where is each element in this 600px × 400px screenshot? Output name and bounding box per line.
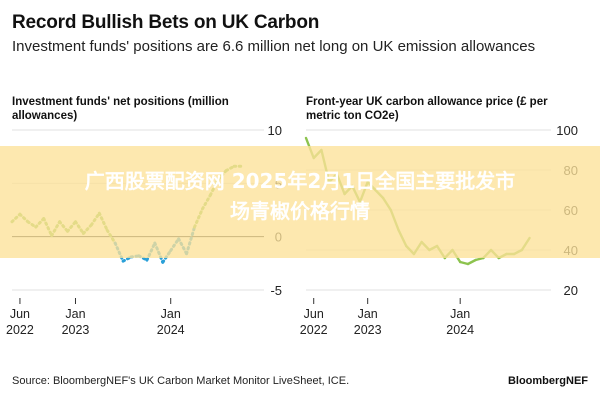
watermark-banner <box>0 146 600 258</box>
price-x-tick-year: 2022 <box>300 323 328 337</box>
price-series-segment <box>474 256 485 262</box>
positions-x-tick-label: Jan <box>65 307 85 321</box>
positions-x-tick-year: 2022 <box>6 323 34 337</box>
positions-x-tick-year: 2023 <box>62 323 90 337</box>
positions-y-tick-label: -5 <box>270 283 282 298</box>
right-panel-title: Front-year UK carbon allowance price (£ … <box>306 96 548 122</box>
left-panel-title: Investment funds' net positions (million… <box>12 96 229 122</box>
price-x-tick-label: Jun <box>304 307 324 321</box>
positions-x-tick-year: 2024 <box>157 323 185 337</box>
watermark-text: 广西股票配资网 2025年2月1日全国主要批发市 场青椒价格行情 <box>0 166 600 226</box>
watermark-line-1: 广西股票配资网 2025年2月1日全国主要批发市 <box>84 169 516 193</box>
positions-x-tick-label: Jun <box>10 307 30 321</box>
chart-title: Record Bullish Bets on UK Carbon <box>12 12 320 33</box>
positions-x-tick-label: Jan <box>161 307 181 321</box>
price-x-tick-label: Jan <box>358 307 378 321</box>
price-y-tick-label: 100 <box>556 123 578 138</box>
positions-y-tick-label: 10 <box>268 123 282 138</box>
price-series-segment <box>466 258 477 266</box>
price-x-tick-label: Jan <box>450 307 470 321</box>
price-y-tick-label: 20 <box>564 283 578 298</box>
brand-logo: BloombergNEF <box>507 375 588 387</box>
source-note: Source: BloombergNEF's UK Carbon Market … <box>12 375 350 387</box>
chart-subtitle: Investment funds' positions are 6.6 mill… <box>12 38 536 55</box>
price-series-segment <box>458 260 470 266</box>
price-x-tick-year: 2023 <box>354 323 382 337</box>
watermark-line-2: 场青椒价格行情 <box>230 199 370 223</box>
price-x-tick-year: 2024 <box>446 323 474 337</box>
